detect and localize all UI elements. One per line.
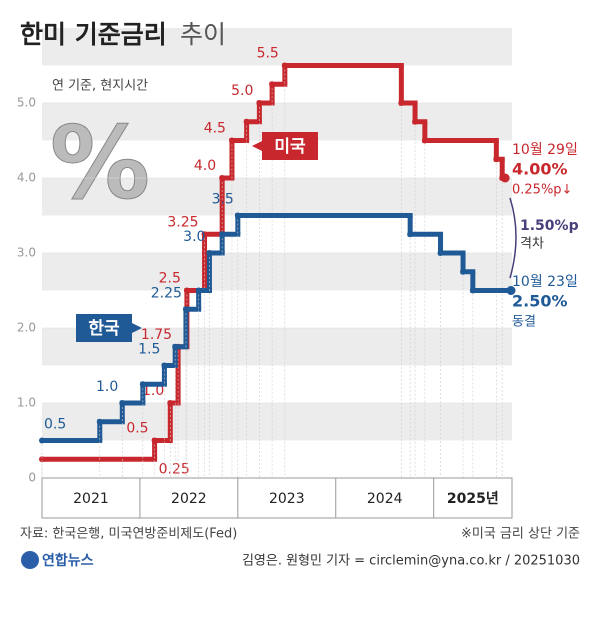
value-label: 3.25 <box>167 214 198 230</box>
value-label: 5.5 <box>257 46 279 62</box>
point <box>119 400 126 406</box>
annotation: 10월 29일 <box>512 142 578 158</box>
point <box>96 418 103 425</box>
value-label: 4.0 <box>194 158 216 174</box>
value-label: 5.0 <box>231 83 253 99</box>
point <box>206 250 213 256</box>
value-label: 0.5 <box>126 421 148 437</box>
x-tick-label: 2022 <box>171 491 207 507</box>
point <box>228 137 235 144</box>
point <box>219 175 226 181</box>
point <box>234 212 241 219</box>
point <box>269 81 276 88</box>
point <box>460 268 467 275</box>
point <box>506 286 516 295</box>
note: 연 기준, 현지시간 <box>52 79 148 94</box>
point <box>161 362 168 369</box>
point <box>219 231 226 238</box>
point <box>500 173 510 183</box>
point <box>39 437 45 444</box>
point <box>469 287 476 294</box>
legend-label: 미국 <box>274 137 306 157</box>
legend-label: 한국 <box>88 319 120 339</box>
y-tick-label: 0 <box>28 471 36 485</box>
point <box>243 118 250 125</box>
x-tick-label: 2021 <box>73 491 109 507</box>
point <box>256 100 263 106</box>
band <box>42 28 512 66</box>
value-label: 2.25 <box>151 285 182 301</box>
y-tick-label: 2.0 <box>17 321 36 335</box>
value-label: 1.0 <box>142 383 164 399</box>
annotation: 1.50%p <box>520 218 579 234</box>
y-tick-label: 1.0 <box>17 396 36 410</box>
y-tick-label: 4.0 <box>17 171 36 185</box>
value-label: 1.0 <box>96 379 118 395</box>
x-tick-label: 2025년 <box>447 491 499 507</box>
value-label: 1.5 <box>138 342 160 358</box>
legend-badge <box>76 314 142 342</box>
value-label: 3.0 <box>183 229 205 245</box>
point <box>493 156 500 163</box>
point <box>412 118 419 125</box>
point <box>437 250 444 256</box>
plot: 0 1.0 2.0 3.0 4.0 5.0 2021 2022 2023 2024 2025년 0.2… <box>17 46 579 519</box>
y-tick-label: 3.0 <box>17 246 36 260</box>
value-label: 1.75 <box>141 327 172 343</box>
percent-icon: % <box>50 104 150 221</box>
annotation: 10월 23일 <box>512 274 578 290</box>
point <box>421 137 428 144</box>
annotation: 동결 <box>512 315 536 330</box>
annotation: 격차 <box>520 237 544 252</box>
point <box>167 400 174 406</box>
point <box>281 62 288 69</box>
point <box>151 437 158 444</box>
value-label: 0.25 <box>159 461 190 477</box>
x-tick-label: 2024 <box>367 491 403 507</box>
value-label: 2.5 <box>159 271 181 287</box>
point <box>172 343 179 350</box>
logo: 연합뉴스 <box>42 552 94 569</box>
value-label: 0.5 <box>44 417 66 433</box>
point <box>39 456 45 463</box>
title: 한미 기준금리 <box>20 20 167 49</box>
point <box>182 306 189 313</box>
band <box>42 178 512 216</box>
gap-bracket <box>509 197 517 279</box>
band <box>42 253 512 291</box>
annotation: 0.25%p↓ <box>512 183 572 198</box>
y-tick-label: 5.0 <box>17 96 36 110</box>
value-label: 4.5 <box>204 121 226 137</box>
credit: 김영은. 원형민 기자 = circlemin@yna.co.kr / 2025… <box>242 554 580 569</box>
annotation: 4.00% <box>512 160 568 179</box>
value-label: 3.5 <box>212 192 234 208</box>
annotation: 2.50% <box>512 292 568 311</box>
logo-icon <box>21 551 39 569</box>
x-tick-label: 2023 <box>269 491 305 507</box>
footnote: ※미국 금리 상단 기준 <box>461 527 580 542</box>
point <box>407 231 414 238</box>
point <box>195 287 202 294</box>
source: 자료: 한국은행, 미국연방준비제도(Fed) <box>20 526 237 542</box>
point <box>398 100 405 106</box>
point <box>201 231 208 238</box>
point <box>183 287 190 294</box>
point <box>139 381 146 388</box>
title-suffix: 추이 <box>180 20 226 49</box>
legend-badge <box>252 132 318 160</box>
